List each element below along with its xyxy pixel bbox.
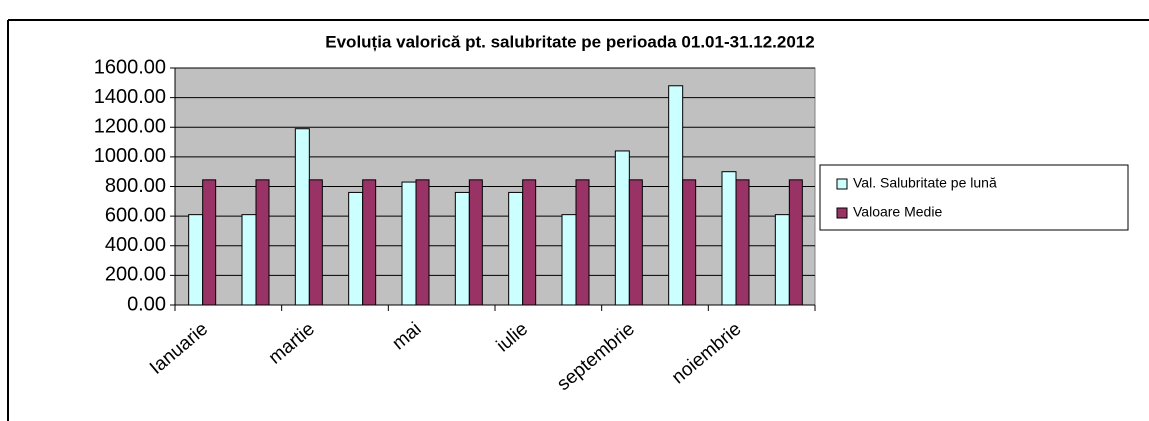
x-tick-label: iulie [493, 319, 532, 357]
x-tick-label: septembrie [553, 319, 639, 396]
bar [308, 179, 323, 306]
y-tick-label: 1000.00 [94, 145, 166, 167]
chart-title: Evoluția valorică pt. salubritate pe per… [325, 32, 814, 51]
legend-swatch [836, 207, 848, 219]
legend-swatch [836, 178, 848, 190]
bar [401, 181, 417, 306]
y-tick-label: 800.00 [105, 175, 166, 197]
x-tick-label: noiembrie [668, 319, 745, 389]
bar [735, 179, 750, 306]
y-tick-label: 600.00 [105, 204, 166, 226]
bar [255, 179, 270, 306]
bar [561, 214, 577, 306]
bar [415, 179, 430, 306]
y-tick-label: 1600.00 [94, 56, 166, 78]
bar [628, 179, 643, 306]
bar [202, 179, 217, 306]
y-tick-label: 0.00 [127, 293, 166, 315]
legend [819, 164, 1129, 231]
bar [468, 179, 483, 306]
bar [348, 191, 364, 306]
x-tick-label: Ianuarie [146, 319, 212, 379]
bar [508, 191, 524, 306]
bar [575, 179, 590, 306]
y-tick-label: 200.00 [105, 264, 166, 286]
y-tick-label: 1200.00 [94, 116, 166, 138]
bar [241, 214, 257, 306]
legend-label: Valoare Medie [853, 204, 942, 220]
bar [294, 128, 310, 306]
y-tick-label: 400.00 [105, 234, 166, 256]
bar [188, 214, 204, 306]
bar [774, 214, 790, 306]
bar [721, 171, 737, 306]
bar [682, 179, 697, 306]
bar [788, 179, 803, 306]
bar [614, 150, 630, 306]
x-tick-label: mai [388, 319, 425, 355]
bar [668, 85, 684, 306]
legend-label: Val. Salubritate pe lună [853, 175, 997, 191]
y-tick-label: 1400.00 [94, 86, 166, 108]
bar [454, 191, 470, 306]
x-tick-label: martie [265, 319, 319, 369]
bar [362, 179, 377, 306]
bar [522, 179, 537, 306]
